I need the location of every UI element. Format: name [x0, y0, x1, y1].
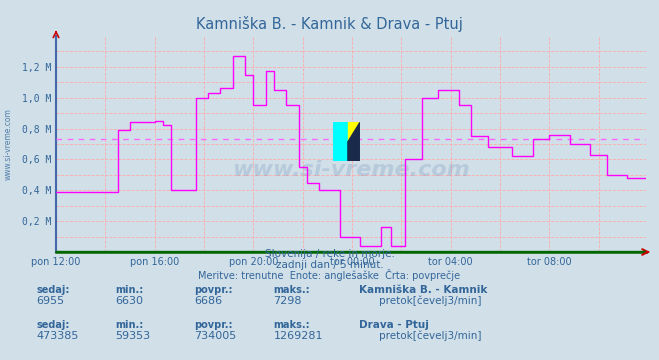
Text: 59353: 59353 — [115, 331, 150, 341]
Text: min.:: min.: — [115, 320, 144, 330]
Text: 7298: 7298 — [273, 296, 302, 306]
Polygon shape — [348, 122, 360, 161]
Text: zadnji dan / 5 minut.: zadnji dan / 5 minut. — [275, 260, 384, 270]
Polygon shape — [333, 122, 348, 161]
Text: www.si-vreme.com: www.si-vreme.com — [3, 108, 13, 180]
Text: sedaj:: sedaj: — [36, 320, 70, 330]
Text: Drava - Ptuj: Drava - Ptuj — [359, 320, 429, 330]
Polygon shape — [348, 122, 360, 142]
Text: 473385: 473385 — [36, 331, 78, 341]
Text: povpr.:: povpr.: — [194, 320, 233, 330]
Text: Kamniška B. - Kamnik & Drava - Ptuj: Kamniška B. - Kamnik & Drava - Ptuj — [196, 16, 463, 32]
Text: maks.:: maks.: — [273, 285, 310, 296]
Text: 6955: 6955 — [36, 296, 65, 306]
Text: 6686: 6686 — [194, 296, 223, 306]
Text: pretok[čevelj3/min]: pretok[čevelj3/min] — [379, 296, 482, 306]
Text: www.si-vreme.com: www.si-vreme.com — [232, 160, 470, 180]
Text: maks.:: maks.: — [273, 320, 310, 330]
Text: povpr.:: povpr.: — [194, 285, 233, 296]
Text: Slovenija / reke in morje.: Slovenija / reke in morje. — [264, 249, 395, 260]
Text: 1269281: 1269281 — [273, 331, 323, 341]
Text: 6630: 6630 — [115, 296, 143, 306]
Text: pretok[čevelj3/min]: pretok[čevelj3/min] — [379, 330, 482, 341]
Text: Meritve: trenutne  Enote: anglešaške  Črta: povprečje: Meritve: trenutne Enote: anglešaške Črta… — [198, 269, 461, 281]
Text: 734005: 734005 — [194, 331, 237, 341]
Text: min.:: min.: — [115, 285, 144, 296]
Text: Kamniška B. - Kamnik: Kamniška B. - Kamnik — [359, 285, 488, 296]
Text: sedaj:: sedaj: — [36, 285, 70, 296]
